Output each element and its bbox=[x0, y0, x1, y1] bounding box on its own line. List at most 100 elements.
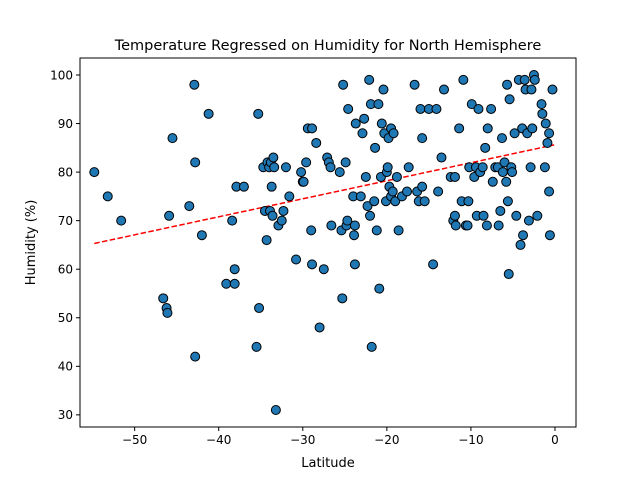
y-tick-label: 40 bbox=[58, 360, 73, 374]
data-point bbox=[371, 225, 382, 236]
data-point bbox=[370, 142, 381, 153]
data-point bbox=[268, 152, 279, 163]
data-point bbox=[291, 254, 302, 265]
data-point bbox=[409, 79, 420, 90]
data-point bbox=[355, 191, 366, 202]
data-point bbox=[350, 118, 361, 129]
data-point bbox=[480, 142, 491, 153]
y-axis-ticks: 30 40 50 60 70 80 90 100 bbox=[50, 68, 80, 422]
data-point bbox=[419, 196, 430, 207]
data-point bbox=[518, 230, 529, 241]
data-point bbox=[387, 186, 398, 197]
data-point bbox=[403, 162, 414, 173]
axes-frame bbox=[79, 57, 577, 428]
data-point bbox=[477, 162, 488, 173]
data-point bbox=[261, 235, 272, 246]
data-point bbox=[454, 123, 465, 134]
data-point bbox=[478, 210, 489, 221]
data-point bbox=[417, 181, 428, 192]
data-point bbox=[391, 171, 402, 182]
x-tick-label: −20 bbox=[374, 433, 399, 447]
data-point bbox=[190, 351, 201, 362]
data-point bbox=[362, 201, 373, 212]
data-point bbox=[369, 196, 380, 207]
data-point bbox=[301, 157, 312, 168]
data-point bbox=[349, 259, 360, 270]
data-points bbox=[89, 69, 558, 416]
y-tick-label: 50 bbox=[58, 311, 73, 325]
data-point bbox=[360, 171, 371, 182]
data-point bbox=[526, 84, 537, 95]
data-point bbox=[449, 171, 460, 182]
data-point bbox=[525, 162, 536, 173]
data-point bbox=[276, 215, 287, 226]
data-point bbox=[267, 210, 278, 221]
data-point bbox=[162, 307, 173, 318]
regression-line-group bbox=[94, 144, 555, 245]
data-point bbox=[388, 128, 399, 139]
data-point bbox=[532, 210, 543, 221]
data-point bbox=[529, 74, 540, 85]
x-axis-label: Latitude bbox=[301, 456, 355, 471]
data-point bbox=[238, 181, 249, 192]
data-point bbox=[502, 79, 513, 90]
x-tick-label: −30 bbox=[290, 433, 315, 447]
data-point bbox=[450, 220, 461, 231]
data-point bbox=[402, 186, 413, 197]
data-point bbox=[342, 215, 353, 226]
data-point bbox=[359, 113, 370, 124]
data-point bbox=[501, 176, 512, 187]
data-point bbox=[486, 103, 497, 114]
data-point bbox=[349, 230, 360, 241]
data-point bbox=[390, 196, 401, 207]
data-point bbox=[337, 293, 348, 304]
data-point bbox=[547, 84, 558, 95]
data-point bbox=[251, 341, 262, 352]
data-point bbox=[270, 405, 281, 416]
data-point bbox=[497, 133, 508, 144]
data-point bbox=[334, 167, 345, 178]
data-point bbox=[374, 283, 385, 294]
data-point bbox=[449, 210, 460, 221]
x-tick-label: 0 bbox=[551, 433, 559, 447]
data-point bbox=[376, 118, 387, 129]
data-point bbox=[307, 259, 318, 270]
data-point bbox=[493, 220, 504, 231]
data-point bbox=[499, 157, 510, 168]
data-point bbox=[229, 278, 240, 289]
data-point bbox=[527, 123, 538, 134]
data-point bbox=[544, 186, 555, 197]
y-tick-label: 90 bbox=[58, 117, 73, 131]
data-point bbox=[544, 230, 555, 241]
data-point bbox=[307, 123, 318, 134]
data-point bbox=[507, 167, 518, 178]
data-point bbox=[503, 269, 514, 280]
data-point bbox=[364, 74, 375, 85]
data-point bbox=[89, 167, 100, 178]
data-point bbox=[196, 230, 207, 241]
data-point bbox=[504, 94, 515, 105]
data-point bbox=[537, 108, 548, 119]
data-point bbox=[343, 103, 354, 114]
data-point bbox=[433, 186, 444, 197]
data-point bbox=[542, 137, 553, 148]
data-point bbox=[497, 167, 508, 178]
data-point bbox=[254, 303, 265, 314]
x-axis-ticks: −50 −40 −30 −20 −10 0 bbox=[122, 427, 559, 447]
data-point bbox=[431, 103, 442, 114]
x-tick-label: −50 bbox=[122, 433, 147, 447]
data-point bbox=[314, 322, 325, 333]
data-point bbox=[357, 128, 368, 139]
data-point bbox=[306, 225, 317, 236]
data-point bbox=[495, 205, 506, 216]
data-point bbox=[487, 176, 498, 187]
data-point bbox=[462, 220, 473, 231]
data-point bbox=[190, 157, 201, 168]
data-point bbox=[373, 99, 384, 110]
data-point bbox=[325, 162, 336, 173]
data-point bbox=[519, 74, 530, 85]
data-point bbox=[417, 133, 428, 144]
data-point bbox=[473, 103, 484, 114]
data-point bbox=[463, 196, 474, 207]
